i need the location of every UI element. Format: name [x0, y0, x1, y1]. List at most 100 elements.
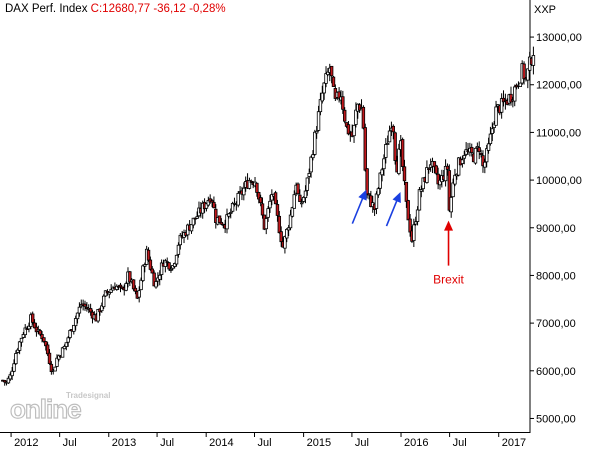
candle — [143, 262, 147, 273]
candle-body — [72, 324, 76, 332]
candle-body — [499, 98, 504, 113]
candle — [526, 68, 530, 89]
candle-body — [172, 263, 177, 267]
candle — [449, 196, 453, 218]
candle — [490, 122, 495, 142]
candle — [137, 286, 141, 303]
candle — [109, 284, 113, 293]
candle — [225, 208, 229, 234]
candle — [484, 144, 489, 168]
candle-body — [6, 377, 11, 384]
candle-body — [484, 148, 489, 163]
candle — [374, 191, 379, 215]
candle — [481, 150, 485, 173]
candle — [257, 191, 261, 204]
candle-body — [296, 183, 300, 195]
candle — [148, 256, 153, 271]
y-tick-label: 6000,00 — [536, 366, 576, 378]
candle-body — [17, 341, 22, 351]
candle — [303, 185, 308, 204]
candle-body — [8, 374, 12, 380]
candle-body — [456, 157, 461, 176]
candle — [23, 324, 27, 338]
candle — [72, 324, 76, 335]
candle — [313, 129, 317, 156]
candle — [343, 107, 347, 124]
candle — [470, 143, 474, 157]
candle — [378, 172, 382, 194]
candle-body — [298, 194, 302, 202]
candle-body — [374, 193, 379, 209]
candle — [406, 199, 410, 221]
candle — [307, 168, 311, 184]
candle — [255, 182, 259, 197]
candle — [247, 177, 252, 190]
candle-body — [27, 325, 31, 330]
candle — [462, 150, 466, 165]
candle-body — [337, 91, 341, 99]
candle-body — [258, 197, 263, 204]
x-tick-label: 2017 — [502, 437, 526, 449]
candle-body — [451, 182, 455, 198]
candle — [473, 147, 478, 165]
candle-body — [286, 227, 291, 231]
candle-body — [150, 268, 154, 274]
candle — [290, 206, 295, 218]
candle-body — [432, 161, 437, 168]
candle — [402, 159, 407, 186]
candle-body — [361, 106, 366, 129]
candle-body — [229, 212, 233, 214]
candle-body — [406, 200, 410, 221]
candle — [329, 65, 334, 84]
candle — [178, 232, 182, 250]
candle-body — [30, 313, 35, 323]
candle — [453, 168, 457, 187]
candle-body — [176, 244, 181, 255]
candle — [159, 259, 164, 281]
candle-body — [189, 224, 194, 232]
candle-body — [195, 216, 199, 219]
x-tick-label: Jul — [160, 437, 174, 449]
candle — [408, 213, 412, 237]
y-tick-label: 7000,00 — [536, 318, 576, 330]
candle — [451, 178, 455, 198]
quote-readout: C:12680,77 -36,12 -0,28% — [90, 3, 226, 15]
candle — [249, 179, 253, 184]
candle — [432, 161, 437, 174]
candle — [258, 194, 263, 207]
candle — [277, 210, 282, 234]
candle — [141, 264, 145, 283]
candle-body — [107, 292, 111, 295]
candle — [324, 66, 328, 88]
candle-body — [365, 168, 369, 195]
candle — [128, 270, 132, 287]
candle-body — [19, 337, 24, 343]
candle — [425, 160, 429, 184]
candle-body — [301, 196, 306, 202]
candle-body — [268, 200, 272, 209]
candle — [387, 125, 392, 143]
candle — [518, 82, 523, 87]
candle-body — [382, 158, 386, 170]
candle-body — [62, 345, 67, 350]
candle — [365, 168, 369, 199]
arrow-head — [444, 220, 454, 231]
candle-body — [436, 173, 440, 185]
candle-body — [331, 76, 336, 87]
candle — [204, 203, 209, 212]
candle — [88, 303, 93, 316]
candle-body — [481, 155, 485, 167]
candle-body — [101, 295, 106, 308]
candle — [146, 247, 151, 262]
candle-body — [387, 130, 392, 143]
blue-arrow-2 — [385, 192, 401, 227]
candle-body — [96, 309, 100, 322]
candle — [47, 349, 52, 365]
candle-body — [32, 322, 37, 329]
candle-body — [146, 249, 151, 261]
candle-body — [44, 341, 48, 347]
candle — [2, 379, 7, 386]
candle-body — [64, 342, 69, 347]
candle-body — [462, 155, 466, 159]
candle-body — [369, 195, 373, 207]
